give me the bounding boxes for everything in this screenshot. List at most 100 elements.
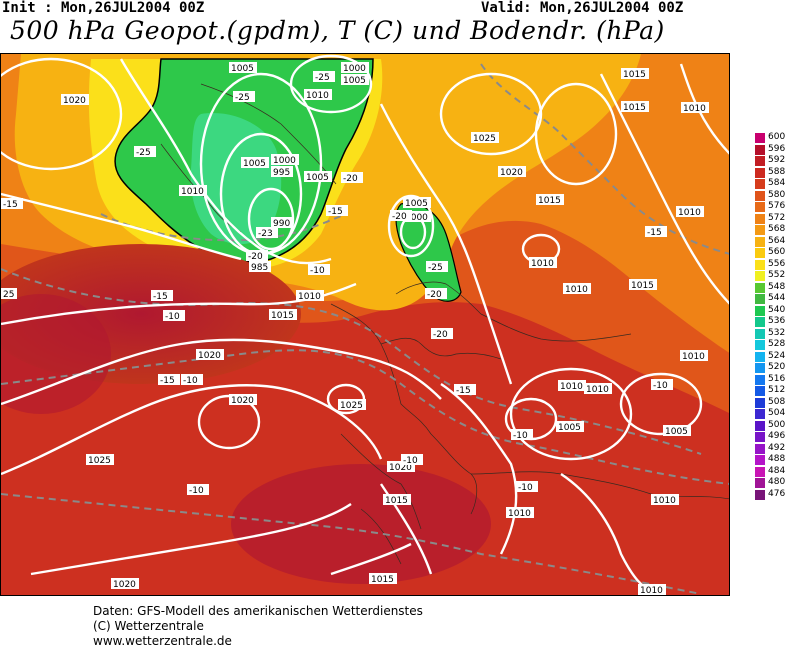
isobar-label-bg xyxy=(638,584,666,595)
footer-url[interactable]: www.wetterzentrale.de xyxy=(93,634,232,648)
legend-value: 544 xyxy=(768,293,786,303)
legend-value: 560 xyxy=(768,247,786,257)
isobar-label-bg xyxy=(681,102,709,113)
legend-entry: 528 xyxy=(755,339,790,350)
isobar-label-text: 990 xyxy=(273,219,290,229)
legend-entry: 504 xyxy=(755,408,790,419)
isobar-label-text: 985 xyxy=(251,263,268,273)
isobar-label-text: 1020 xyxy=(389,463,412,473)
legend-swatch xyxy=(755,225,765,235)
temperature-label: -15 xyxy=(454,384,476,396)
temperature-label-bg xyxy=(246,250,268,261)
temperature-label-text: -25 xyxy=(136,148,151,158)
isobar-label: 1015 xyxy=(536,194,564,206)
legend-swatch xyxy=(755,432,765,442)
isobar-label: 1020 xyxy=(196,349,224,361)
legend-value: 504 xyxy=(768,408,786,418)
isobar-label: 995 xyxy=(271,166,293,178)
isobar-label-text: 1005 xyxy=(231,64,254,74)
isobar-label: 1010 xyxy=(179,185,207,197)
legend-entry: 488 xyxy=(755,454,790,465)
temperature-label: -10 xyxy=(511,429,533,441)
fill-cyan-core xyxy=(190,113,282,245)
isobar-label: 1020 xyxy=(61,94,89,106)
temperature-label: -20 xyxy=(246,250,268,262)
isobar-label-bg xyxy=(86,454,114,465)
legend-value: 528 xyxy=(768,339,786,349)
legend-entry: 568 xyxy=(755,224,790,235)
temperature-label-text: -23 xyxy=(258,229,273,239)
temperature-label-text: -25 xyxy=(428,263,443,273)
fill-med-dark xyxy=(231,464,491,584)
legend-value: 476 xyxy=(768,488,786,499)
isobar-label-bg xyxy=(663,425,691,436)
legend-swatch xyxy=(755,386,765,396)
temperature-label-text: -20 xyxy=(248,252,263,262)
legend-entry: 480 xyxy=(755,477,790,488)
isobar-label-text: 1010 xyxy=(640,586,663,596)
isobar-label-bg xyxy=(241,157,269,168)
isobar-label-bg xyxy=(629,279,657,290)
isobar-label-bg xyxy=(61,94,89,105)
legend-entry: 524 xyxy=(755,351,790,362)
temperature-label: -20 xyxy=(390,210,412,222)
isobar-label-bg xyxy=(536,194,564,205)
isobar-label-text: 1005 xyxy=(405,199,428,209)
weather-map[interactable]: 1020 1005 1000 1005 1010 1010 1005 1000 995 1005 9… xyxy=(0,53,730,596)
isobar-label-bg xyxy=(621,101,649,112)
legend-value: 580 xyxy=(768,189,786,200)
isobar-label: 990 xyxy=(271,217,293,229)
legend-swatch xyxy=(755,236,765,247)
legend-swatch xyxy=(755,351,765,362)
isobar-label-text: 25 xyxy=(3,290,14,300)
isobar-label-bg xyxy=(304,171,332,182)
isobar-label-text: 1000 xyxy=(343,64,366,74)
isobar-label: 1015 xyxy=(629,279,657,291)
isobar-label: 1025 xyxy=(86,454,114,466)
legend-swatch xyxy=(755,305,765,316)
legend-entry: 476 xyxy=(755,488,790,500)
temperature-label: -15 xyxy=(326,205,348,217)
legend-entry: 592 xyxy=(755,155,790,166)
isobar-label-text: 1010 xyxy=(683,104,706,114)
isobar-label-bg xyxy=(338,399,366,410)
isobar-label-text: 1015 xyxy=(371,575,394,585)
fill-atlantic-dark xyxy=(1,294,111,414)
isobar-label-text: 1020 xyxy=(63,96,86,106)
temperature-label-bg xyxy=(651,379,673,390)
isobar-label-bg xyxy=(341,74,369,85)
isobar-label-bg xyxy=(296,290,324,301)
isobar-label-text: 1005 xyxy=(243,159,266,169)
temperature-label-text: -10 xyxy=(403,456,418,466)
temperature-label: -15 xyxy=(645,226,667,238)
temperature-label-text: -25 xyxy=(235,93,250,103)
legend-swatch xyxy=(755,466,765,477)
isobar-label-bg xyxy=(403,211,431,222)
temperature-label: -25 xyxy=(313,71,335,83)
footer-copyright: (C) Wetterzentrale xyxy=(93,619,204,633)
isobar-label: 1015 xyxy=(269,309,297,321)
isobar-label-text: 1005 xyxy=(665,427,688,437)
temperature-label: -15 xyxy=(151,290,173,302)
isobar-label-bg xyxy=(249,261,271,272)
chart-title: 500 hPa Geopot.(gpdm), T (C) und Bodendr… xyxy=(10,16,665,45)
isobar-label-text: 1015 xyxy=(385,496,408,506)
temperature-label-text: -15 xyxy=(647,228,662,238)
isobar-label: 1025 xyxy=(338,399,366,411)
legend-value: 480 xyxy=(768,477,786,487)
legend-entry: 536 xyxy=(755,316,790,327)
temperature-label-bg xyxy=(151,290,173,301)
temperature-label-bg xyxy=(454,384,476,395)
temperature-label-text: -20 xyxy=(343,174,358,184)
temperature-label-bg xyxy=(1,198,23,209)
isobar-label-text: 1010 xyxy=(508,509,531,519)
temperature-label: -15 xyxy=(158,374,180,386)
temperature-label-text: -15 xyxy=(3,200,18,210)
legend-value: 564 xyxy=(768,235,786,246)
legend-value: 492 xyxy=(768,442,786,453)
isobar-label-text: 1010 xyxy=(298,292,321,302)
isobar-label: 1015 xyxy=(383,494,411,506)
legend-swatch xyxy=(755,489,765,500)
isobar-label-bg xyxy=(506,507,534,518)
temperature-label-text: -20 xyxy=(392,212,407,222)
